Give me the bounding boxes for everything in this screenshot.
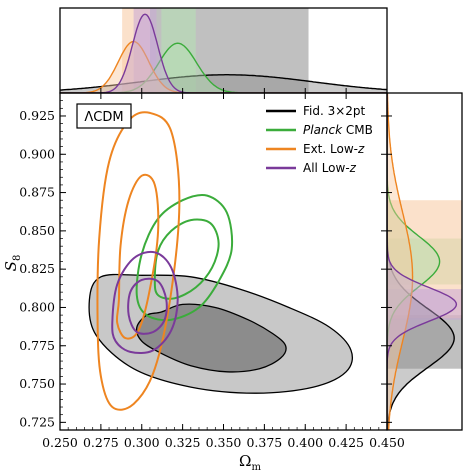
y-tick-label: 0.825 (19, 261, 55, 276)
all-s8-marginal (387, 93, 458, 430)
y-tick-label: 0.775 (19, 338, 55, 353)
all-omega-marginal (60, 13, 387, 93)
y-tick-label: 0.725 (19, 414, 55, 429)
legend-label-planck-italic: Planck (303, 123, 343, 137)
ext-contour-68 (115, 173, 160, 340)
legend-label-fid: Fid. 3×2pt (303, 104, 366, 118)
x-tick-label: 0.275 (83, 435, 119, 450)
planck-contour-95 (135, 193, 234, 322)
omega-m-marginal-panel (59, 7, 388, 94)
legend-label-planck: Planck CMB (303, 123, 373, 137)
x-tick-label: 0.450 (369, 435, 405, 450)
ext-contour-95 (96, 111, 181, 411)
legend-label-all-z: z (349, 161, 357, 175)
legend-label-all-text: All Low- (303, 161, 350, 175)
legend-label-ext-z: z (357, 142, 365, 156)
all-omega-fill (60, 14, 387, 93)
y-tick-label: 0.750 (19, 376, 55, 391)
fid-omega-marginal (60, 74, 387, 91)
x-tick-label: 0.350 (206, 435, 242, 450)
ext-omega-marginal (60, 40, 387, 93)
y-tick-label: 0.800 (19, 299, 55, 314)
x-tick-label: 0.300 (124, 435, 160, 450)
legend-label-planck-rest: CMB (346, 123, 373, 137)
s8-marginal-panel (386, 92, 463, 431)
x-tick-label: 0.325 (165, 435, 201, 450)
x-tick-label: 0.375 (246, 435, 282, 450)
fid-s8-fill (387, 93, 455, 430)
model-label-box: ΛCDM (76, 103, 132, 129)
fid-s8-band (387, 315, 462, 369)
planck-contour-68 (153, 218, 220, 300)
x-axis-title: Ωm (239, 452, 261, 473)
x-tick-label: 0.425 (328, 435, 364, 450)
planck-s8-marginal (387, 93, 441, 430)
x-tick-label: 0.250 (42, 435, 78, 450)
y-tick-label: 0.875 (19, 185, 55, 200)
y-tick-label: 0.850 (19, 223, 55, 238)
planck-s8-fill (387, 93, 440, 430)
legend-label-ext-text: Ext. Low- (303, 142, 358, 156)
legend-label-ext: Ext. Low-z (303, 142, 365, 156)
y-tick-label: 0.925 (19, 108, 55, 123)
all-omega-band (133, 8, 157, 93)
contour-layer (88, 111, 353, 411)
legend: Fid. 3×2pt Planck CMB Ext. Low-z All Low… (266, 104, 373, 175)
x-tick-label: 0.400 (287, 435, 323, 450)
all-contour-95 (111, 250, 179, 355)
y-tick-label: 0.900 (19, 146, 55, 161)
ext-omega-fill (60, 41, 387, 93)
ext-s8-fill (387, 93, 413, 430)
legend-label-all: All Low-z (303, 161, 357, 175)
ext-s8-marginal (387, 93, 414, 430)
all-contour-68 (127, 277, 168, 335)
joint-contour-panel: 0.250 0.275 0.300 0.325 0.350 0.375 0.400 0.425… (19, 92, 405, 450)
model-label: ΛCDM (84, 110, 123, 125)
y-axis-title: S8 (2, 255, 23, 272)
